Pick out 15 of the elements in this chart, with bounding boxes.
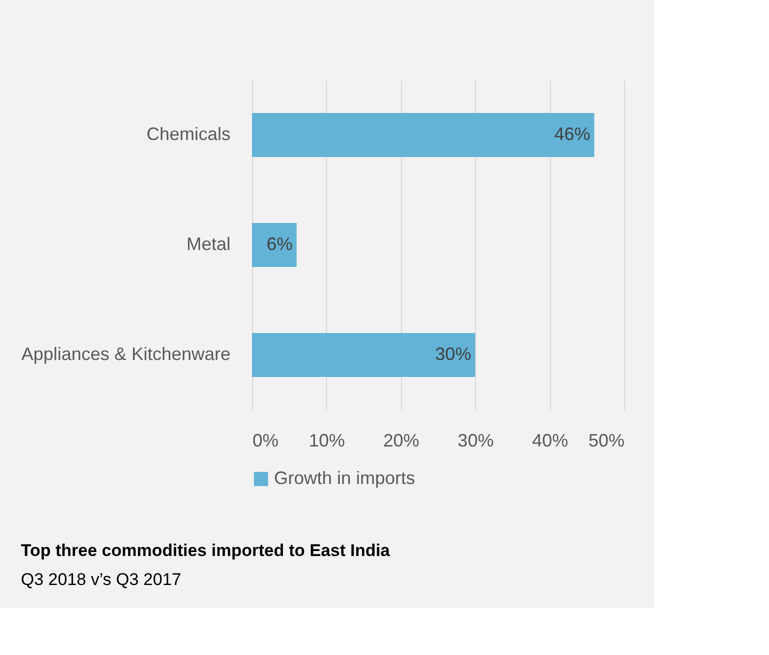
y-tick-label: Chemicals <box>146 124 230 144</box>
legend-label: Growth in imports <box>274 468 416 488</box>
x-tick-label: 20% <box>383 430 420 450</box>
data-label: 46% <box>554 124 590 144</box>
text: Q3 2018 v’s Q3 2017 <box>20 570 182 589</box>
text: Top three commodities imported to East India <box>20 541 390 560</box>
data-label: 6% <box>266 234 293 254</box>
y-tick-label: Metal <box>186 234 230 254</box>
x-tick-label: 40% <box>532 430 568 450</box>
x-tick-label: 30% <box>458 430 494 450</box>
x-tick-label: 50% <box>588 430 624 450</box>
x-tick-label: 10% <box>308 430 345 450</box>
data-label: 30% <box>435 344 472 364</box>
y-tick-label: Appliances & Kitchenware <box>21 344 230 364</box>
x-tick-label: 0% <box>252 430 279 450</box>
